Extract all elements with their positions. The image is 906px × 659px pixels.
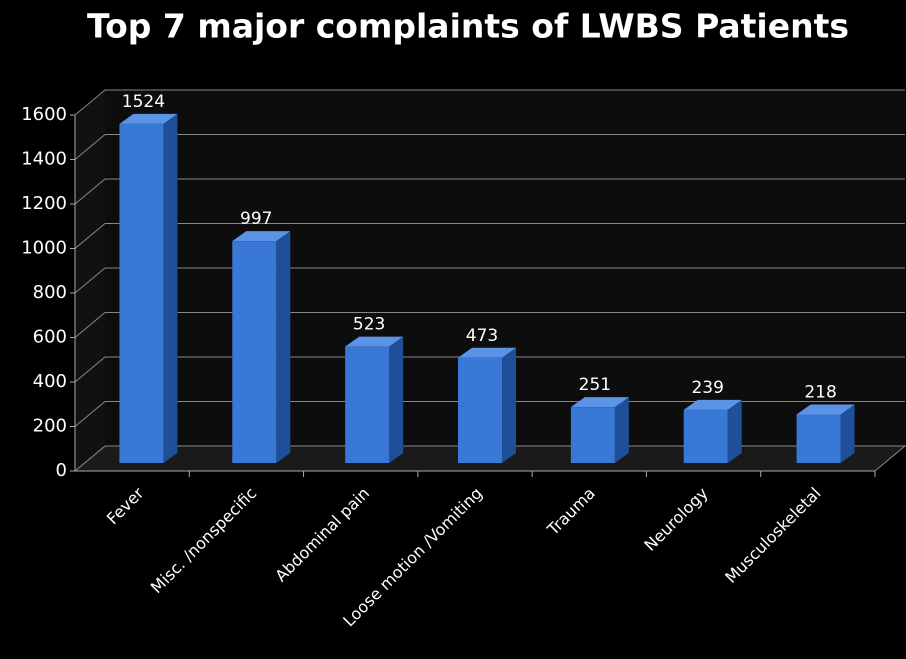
bar — [570, 397, 629, 463]
value-label: 997 — [240, 209, 272, 229]
value-label: 218 — [804, 382, 836, 402]
grid-line — [74, 267, 106, 294]
bar — [232, 231, 291, 463]
value-label: 239 — [691, 378, 723, 398]
bar — [345, 336, 404, 463]
y-tick-label: 400 — [33, 371, 67, 392]
chart-title: Top 7 major complaints of LWBS Patients — [87, 7, 849, 46]
grid-line — [74, 134, 106, 160]
y-tick-label: 1000 — [21, 238, 67, 259]
grid-line — [74, 178, 106, 205]
grid-line — [74, 445, 106, 472]
y-tick-label: 800 — [33, 282, 67, 303]
value-label: 473 — [466, 326, 498, 346]
bar — [683, 399, 742, 463]
y-tick-label: 0 — [56, 460, 67, 481]
y-tick-label: 200 — [33, 416, 67, 437]
grid-line — [74, 223, 106, 249]
grid-line — [74, 89, 106, 116]
grid-line — [74, 401, 106, 427]
value-label: 523 — [353, 315, 385, 335]
grid-line — [74, 312, 106, 338]
bar — [119, 113, 178, 463]
bar — [458, 347, 516, 463]
y-tick-label: 600 — [33, 327, 67, 348]
y-tick-label: 1200 — [21, 193, 67, 214]
bar — [796, 404, 855, 463]
value-label: 251 — [579, 375, 611, 395]
value-label: 1524 — [122, 92, 165, 112]
y-tick-label: 1400 — [21, 149, 67, 170]
y-tick-label: 1600 — [21, 104, 67, 125]
grid-line — [74, 356, 106, 383]
